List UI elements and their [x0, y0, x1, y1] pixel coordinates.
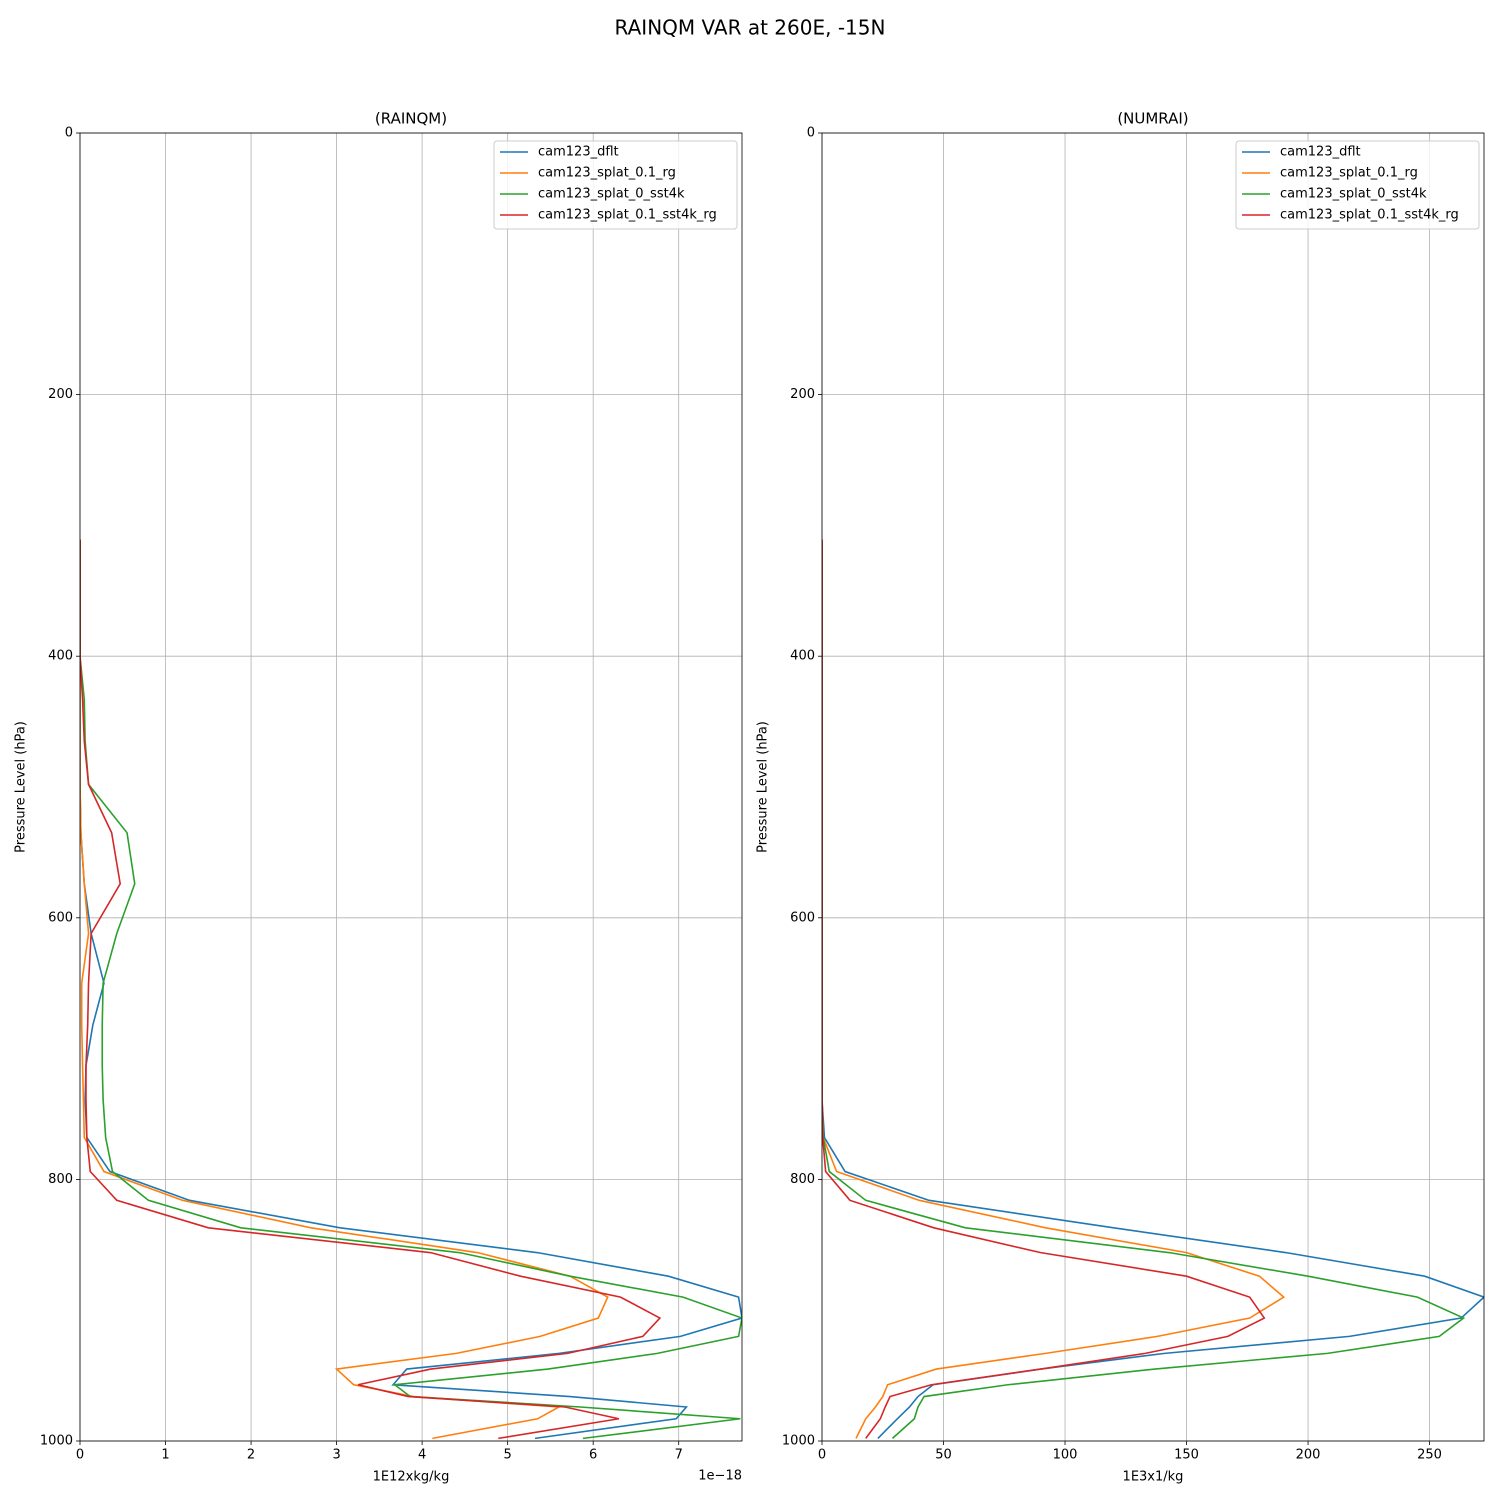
legend-label: cam123_splat_0.1_sst4k_rg [1280, 208, 1459, 223]
y-tick-label: 0 [807, 126, 815, 141]
legend-label: cam123_splat_0_sst4k [538, 187, 685, 202]
x-tick-label: 1 [161, 1448, 169, 1463]
x-tick-label: 50 [935, 1448, 952, 1463]
line-series [822, 539, 1286, 1439]
legend-box [493, 140, 738, 230]
x-tick-label: 0 [76, 1448, 84, 1463]
legend-label: cam123_splat_0.1_rg [538, 166, 676, 181]
axes-title: (RAINQM) [375, 110, 447, 128]
line-series [822, 539, 1484, 1439]
axes-frame [79, 132, 743, 1442]
y-tick-label: 0 [65, 126, 73, 141]
y-tick-label: 400 [48, 649, 73, 664]
line-series [80, 539, 742, 1440]
x-tick-label: 200 [1296, 1448, 1321, 1463]
x-tick-label: 5 [504, 1448, 512, 1463]
x-tick-label: 2 [247, 1448, 255, 1463]
y-tick-label: 400 [790, 649, 815, 664]
x-tick-label: 3 [332, 1448, 340, 1463]
y-tick-label: 600 [790, 910, 815, 925]
x-tick-label: 4 [418, 1448, 426, 1463]
axes-title: (NUMRAI) [1117, 110, 1188, 128]
legend-label: cam123_dflt [538, 145, 619, 160]
y-tick-label: 1000 [40, 1434, 73, 1449]
x-tick-label: 150 [1174, 1448, 1199, 1463]
figure-title: RAINQM VAR at 260E, -15N [615, 16, 886, 40]
y-tick-label: 800 [790, 1172, 815, 1187]
x-tick-label: 100 [1053, 1448, 1078, 1463]
y-axis-label: Pressure Level (hPa) [756, 721, 771, 853]
y-tick-label: 800 [48, 1172, 73, 1187]
y-tick-label: 1000 [782, 1434, 815, 1449]
y-tick-label: 200 [790, 387, 815, 402]
plot-area [822, 539, 1484, 1439]
line-series [822, 539, 1266, 1439]
legend-box [1235, 140, 1480, 230]
x-tick-label: 250 [1417, 1448, 1442, 1463]
line-series [80, 539, 662, 1440]
line-series [80, 539, 609, 1440]
axes-frame [821, 132, 1485, 1442]
x-tick-label: 7 [675, 1448, 683, 1463]
plot-area [80, 539, 742, 1440]
x-axis-label: 1E3x1/kg [1123, 1470, 1184, 1485]
x-tick-label: 6 [589, 1448, 597, 1463]
legend-label: cam123_splat_0_sst4k [1280, 187, 1427, 202]
line-series [822, 539, 1466, 1439]
legend-label: cam123_splat_0.1_sst4k_rg [538, 208, 717, 223]
y-axis-label: Pressure Level (hPa) [14, 721, 29, 853]
x-offset-label: 1e−18 [698, 1469, 742, 1484]
y-tick-label: 600 [48, 910, 73, 925]
x-axis-label: 1E12xkg/kg [373, 1470, 450, 1485]
legend-label: cam123_dflt [1280, 145, 1361, 160]
legend-label: cam123_splat_0.1_rg [1280, 166, 1418, 181]
x-tick-label: 0 [818, 1448, 826, 1463]
y-tick-label: 200 [48, 387, 73, 402]
line-series [80, 539, 742, 1440]
